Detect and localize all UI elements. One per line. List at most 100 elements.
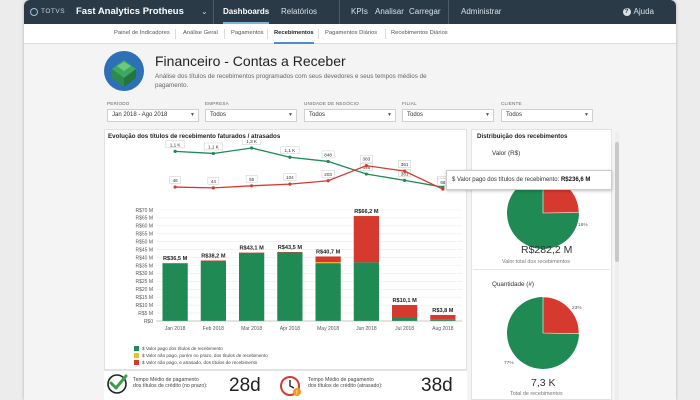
bar-total-label: R$3,8 M xyxy=(432,308,453,314)
bar-segment[interactable] xyxy=(430,319,456,321)
x-tick-label: May 2018 xyxy=(317,326,339,332)
bar-segment[interactable] xyxy=(239,252,265,254)
line-point[interactable] xyxy=(250,184,254,188)
bar-total-label: R$43,1 M xyxy=(239,246,264,252)
line-point[interactable] xyxy=(326,179,330,183)
filter-empresa-select[interactable]: Todos ▼ xyxy=(205,109,297,122)
top-navbar: TOTVS Fast Analytics Protheus ⌄ Dashboar… xyxy=(24,0,676,24)
quantidade-total: 7,3 K xyxy=(531,377,556,389)
line-label-box xyxy=(321,170,335,178)
legend-item-paid[interactable]: $ Valor pago dos títulos de recebimento xyxy=(134,346,223,351)
bar-segment[interactable] xyxy=(430,314,456,320)
tab-painel-indicadores[interactable]: Painel de Indicadores xyxy=(114,30,170,36)
tab-pagamentos-diarios[interactable]: Pagamentos Diários xyxy=(325,30,378,36)
bar-segment[interactable] xyxy=(315,256,341,263)
legend-item-due[interactable]: $ Valor não pago, porém no prazo, dos tí… xyxy=(134,353,268,358)
legend-item-late[interactable]: $ Valor não pago, e atrasado, dos título… xyxy=(134,360,257,365)
bar-segment[interactable] xyxy=(277,252,303,321)
tooltip-value: R$236,6 M xyxy=(560,177,591,183)
filter-filial: FILIAL Todos ▼ xyxy=(402,101,494,122)
tab-pagamentos[interactable]: Pagamentos xyxy=(231,30,264,36)
nav-carregar[interactable]: Carregar xyxy=(409,7,441,16)
scrollbar-thumb[interactable] xyxy=(615,142,619,262)
line-label-box xyxy=(203,142,223,151)
tab-recebimentos-diarios[interactable]: Recebimentos Diários xyxy=(391,30,448,36)
totvs-brand[interactable]: TOTVS xyxy=(30,0,65,24)
bar-segment[interactable] xyxy=(200,260,226,261)
y-tick-label: R$15 M xyxy=(135,295,153,301)
filter-periodo-select[interactable]: Jan 2018 - Ago 2018 ▼ xyxy=(107,109,199,122)
filter-value: Todos xyxy=(506,112,523,118)
line-point[interactable] xyxy=(250,146,254,150)
valor-caption: Valor total dos recebimentos xyxy=(502,259,570,265)
tab-analise-geral[interactable]: Análise Geral xyxy=(183,30,218,36)
page-title: Financeiro - Contas a Receber xyxy=(155,53,346,69)
page-subtitle: Análise dos títulos de recebimentos prog… xyxy=(155,73,427,89)
legend-label: $ Valor não pago, e atrasado, dos título… xyxy=(142,360,258,365)
kpi-atraso-line2: dos títulos de crédito (atrasado): xyxy=(308,383,383,390)
filter-label: FILIAL xyxy=(402,101,417,106)
kpi-prazo-label: Tempo Médio de pagamento dos títulos de … xyxy=(133,377,207,390)
line-point[interactable] xyxy=(288,155,292,159)
nav-kpis[interactable]: KPIs xyxy=(351,7,368,16)
bar-segment[interactable] xyxy=(353,216,379,263)
line-point[interactable] xyxy=(364,172,368,176)
line-point[interactable] xyxy=(364,164,368,168)
help-label: Ajuda xyxy=(633,7,654,16)
app-switch-chevron-icon[interactable]: ⌄ xyxy=(201,7,208,16)
svg-text:!: ! xyxy=(296,390,298,397)
qtd-paid-pct: 77% xyxy=(504,361,514,366)
y-tick-label: R$5 M xyxy=(138,311,153,317)
line-point-label: 446 xyxy=(363,165,371,170)
bar-segment[interactable] xyxy=(239,252,265,321)
line-point[interactable] xyxy=(403,178,407,182)
filter-cliente-select[interactable]: Todos ▼ xyxy=(501,109,593,122)
bar-segment[interactable] xyxy=(200,260,226,321)
line-point[interactable] xyxy=(211,186,215,190)
evolution-title: Evolução dos títulos de recebimento fatu… xyxy=(108,133,281,140)
x-tick-label: Aug 2018 xyxy=(432,326,454,332)
bar-segment[interactable] xyxy=(353,262,379,321)
nav-relatorios[interactable]: Relatórios xyxy=(281,7,318,16)
evolution-chart: R$0 R$5 M R$10 M R$15 M R$20 M R$25 M R$30 M R$… xyxy=(135,140,462,332)
line-point[interactable] xyxy=(173,185,177,189)
line-point[interactable] xyxy=(441,187,445,191)
kpi-atraso-line1: Tempo Médio de pagamento xyxy=(308,377,374,383)
line-label-box xyxy=(242,140,262,145)
filter-filial-select[interactable]: Todos ▼ xyxy=(402,109,494,122)
bar-segment[interactable] xyxy=(162,263,188,321)
line-point-label: 1,1 K xyxy=(208,144,220,149)
filter-unidade-select[interactable]: Todos ▼ xyxy=(304,109,396,122)
bar-segment[interactable] xyxy=(162,263,188,264)
line-label-box xyxy=(169,176,181,184)
line-point[interactable] xyxy=(326,159,330,164)
y-tick-label: R$20 M xyxy=(135,287,153,293)
quantidade-label: Quantidade (#) xyxy=(492,281,535,288)
line-point[interactable] xyxy=(211,151,215,156)
line-point[interactable] xyxy=(403,169,407,173)
qtd-pie-late-slice[interactable] xyxy=(542,296,580,334)
bar-segment[interactable] xyxy=(392,304,418,318)
panel-scrollbar[interactable] xyxy=(615,132,619,400)
bar-segment[interactable] xyxy=(392,317,418,321)
tab-divider xyxy=(224,29,225,39)
quantidade-pie-chart[interactable] xyxy=(506,296,580,370)
bar-segment[interactable] xyxy=(315,262,341,264)
bar-segment[interactable] xyxy=(315,263,341,321)
nav-divider xyxy=(448,0,449,24)
bar-segment[interactable] xyxy=(277,252,303,253)
nav-administrar[interactable]: Administrar xyxy=(461,7,502,16)
nav-analisar[interactable]: Analisar xyxy=(375,7,404,16)
nav-dashboards[interactable]: Dashboards xyxy=(223,0,270,24)
filter-cliente: CLIENTE Todos ▼ xyxy=(501,101,593,122)
filter-label: PERÍODO xyxy=(107,101,130,106)
finance-logo-icon xyxy=(104,51,144,91)
bar-total-label: R$10,1 M xyxy=(392,298,417,304)
quantidade-caption: Total de recebimentos xyxy=(510,391,563,397)
tab-recebimentos[interactable]: Recebimentos xyxy=(274,24,314,44)
line-point[interactable] xyxy=(173,149,177,153)
brand-label: TOTVS xyxy=(41,8,66,15)
tab-divider xyxy=(385,29,386,39)
help-link[interactable]: ? Ajuda xyxy=(622,0,654,24)
line-point[interactable] xyxy=(288,182,292,186)
